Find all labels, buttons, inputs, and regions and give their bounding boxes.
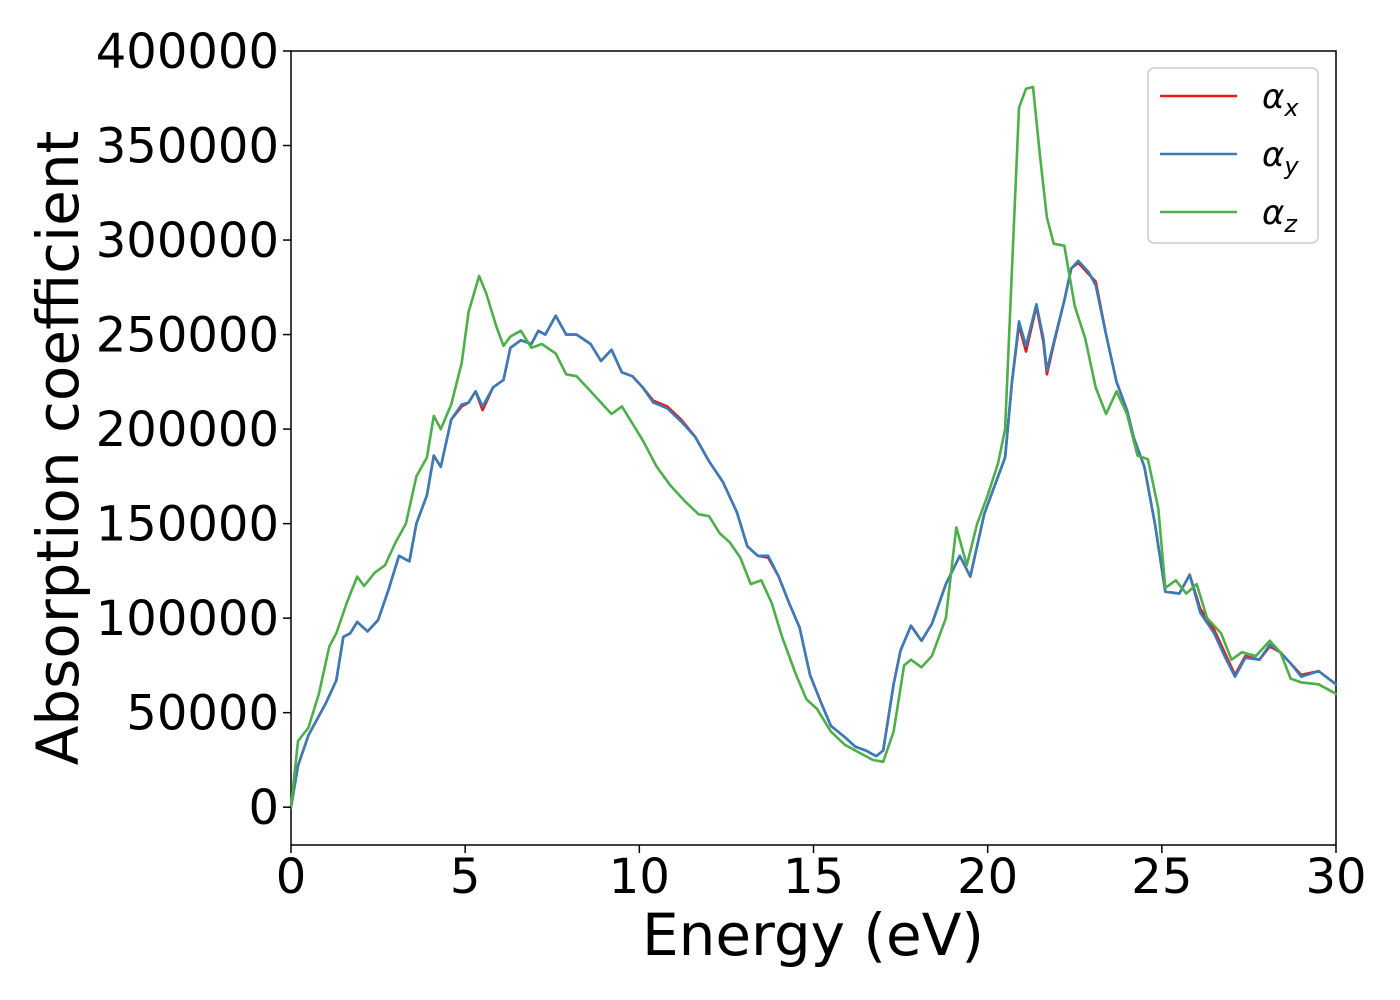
y-tick-label: 100000 <box>96 591 279 647</box>
y-tick-label: 0 <box>248 780 279 836</box>
legend-label-z: αz <box>1262 193 1298 238</box>
x-tick-label: 25 <box>1131 849 1192 905</box>
series-line-x <box>289 261 1338 809</box>
x-tick-label: 0 <box>276 849 307 905</box>
legend-subscript: y <box>1283 152 1299 180</box>
x-tick-label: 10 <box>609 849 670 905</box>
x-tick-label: 5 <box>450 849 481 905</box>
legend-symbol: α <box>1262 135 1284 175</box>
series-line-y <box>289 259 1338 809</box>
legend-symbol: α <box>1262 77 1284 117</box>
y-axis-title: Absorption coefficient <box>24 131 92 766</box>
y-axis: 0 50000 100000 150000 200000 250000 300000 3500… <box>96 24 291 836</box>
y-tick-label: 200000 <box>96 402 279 458</box>
y-tick-label: 350000 <box>96 119 279 175</box>
x-tick-label: 20 <box>957 849 1018 905</box>
y-tick-label: 50000 <box>126 686 279 742</box>
series-layer <box>289 85 1338 809</box>
legend-symbol: α <box>1262 193 1284 233</box>
legend-subscript: z <box>1283 210 1298 238</box>
legend-label-y: αy <box>1262 135 1299 180</box>
y-tick-label: 150000 <box>96 497 279 553</box>
x-axis-title: Energy (eV) <box>642 901 984 969</box>
x-tick-label: 15 <box>783 849 844 905</box>
y-tick-label: 300000 <box>96 213 279 269</box>
y-tick-label: 400000 <box>96 24 279 80</box>
series-line-z <box>289 85 1338 809</box>
legend-label-x: αx <box>1262 77 1299 122</box>
legend-subscript: x <box>1283 94 1299 122</box>
x-tick-label: 30 <box>1305 849 1366 905</box>
x-axis: 0 5 10 15 20 25 30 <box>276 845 1367 905</box>
legend-box <box>1147 67 1319 244</box>
y-tick-label: 250000 <box>96 308 279 364</box>
